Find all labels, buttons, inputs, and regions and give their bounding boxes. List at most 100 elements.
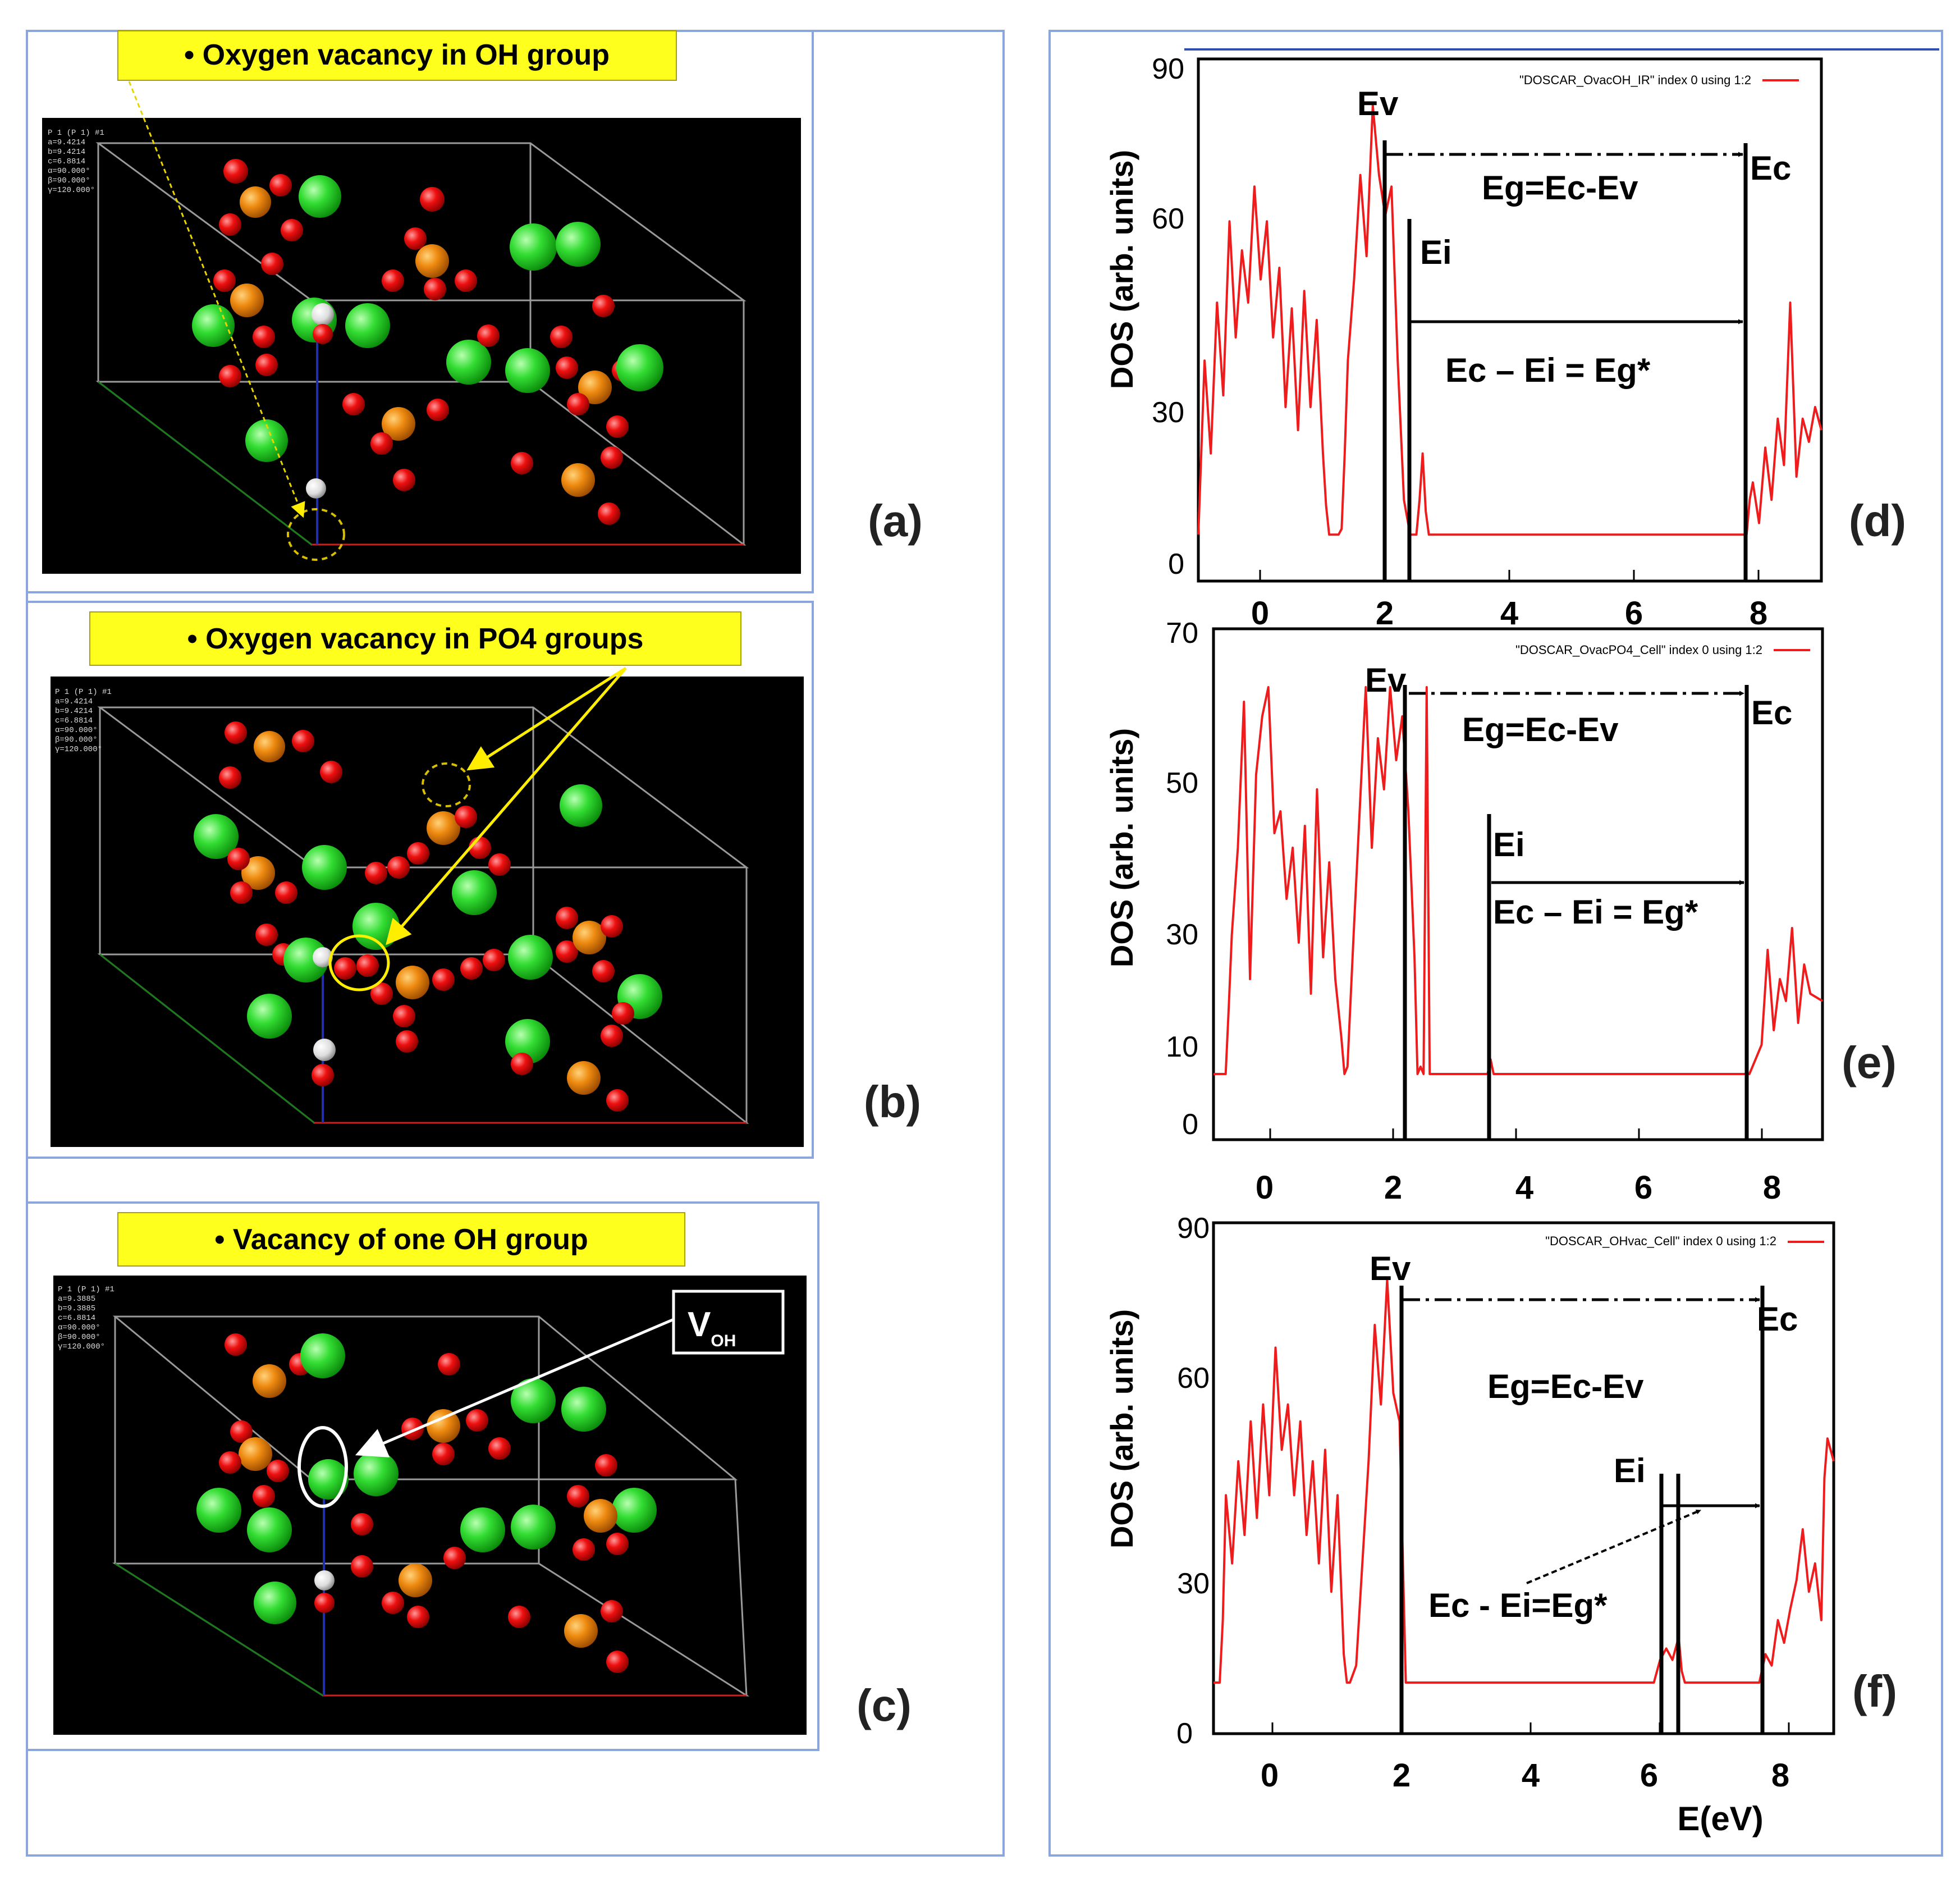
- chlorine-atom: [283, 938, 328, 982]
- y-tick-labels-f: 0 30 60 90: [1176, 1212, 1210, 1750]
- chlorine-atom: [508, 935, 553, 980]
- oxygen-atom: [550, 326, 573, 348]
- hydrogen-atom: [313, 947, 333, 967]
- oxygen-atom: [556, 357, 578, 379]
- oxygen-atom: [281, 219, 303, 241]
- oxygen-atom: [213, 269, 236, 292]
- oxygen-atom: [556, 907, 578, 929]
- oxygen-atom: [606, 1089, 629, 1112]
- ei-label-e: Ei: [1493, 826, 1525, 863]
- ei-label-d: Ei: [1420, 234, 1452, 271]
- oxygen-atom: [567, 393, 589, 415]
- eg-label-d: Eg=Ec-Ev: [1482, 169, 1638, 207]
- oxygen-atom: [292, 730, 314, 752]
- ec-label-f: Ec: [1757, 1300, 1798, 1338]
- cell-header-b: P 1 (P 1) #1 a=9.4214 b=9.4214 c=6.8814 …: [55, 688, 116, 754]
- phosphorus-atom: [567, 1061, 601, 1095]
- structure-view-b: [51, 677, 804, 1147]
- panel-letter-a: (a): [868, 496, 923, 546]
- vacancy-marker-b2: [328, 934, 390, 991]
- callout-box-c: [117, 1212, 685, 1267]
- oxygen-atom: [595, 1454, 617, 1477]
- x-tick-label-0: 0: [1251, 595, 1269, 632]
- legend-text-d: "DOSCAR_OvacOH_IR" index 0 using 1:2: [1519, 73, 1751, 87]
- vacancy-marker-a: [287, 508, 345, 561]
- chlorine-atom: [300, 1333, 345, 1378]
- phosphorus-atom: [573, 921, 606, 954]
- phosphorus-atom: [427, 1409, 460, 1443]
- y-tick-label-0: 0: [1182, 1108, 1198, 1141]
- x-tick-label-0: 0: [1261, 1757, 1279, 1794]
- ev-label-e: Ev: [1365, 661, 1407, 699]
- phosphorus-atom: [561, 463, 595, 497]
- oxygen-atom: [370, 432, 393, 455]
- y-tick-label-90: 90: [1177, 1212, 1210, 1245]
- oxygen-atom: [420, 187, 445, 212]
- hydrogen-atom: [306, 478, 326, 499]
- chlorine-atom: [460, 1507, 505, 1552]
- voh-label: VOH: [688, 1305, 736, 1350]
- oxygen-atom: [427, 399, 449, 421]
- chlorine-atom: [247, 1507, 292, 1552]
- x-tick-labels-e: 0 2 4 6 8: [1256, 1169, 1781, 1206]
- chlorine-atom: [352, 903, 400, 950]
- dos-chart-e: 0 2 4 6 8 0 10 30 50 70 DOS (arb. units)…: [1104, 617, 1897, 1206]
- phosphorus-atom: [239, 1437, 272, 1471]
- panel-letter-d: (d): [1849, 496, 1906, 546]
- atoms-b: [194, 721, 662, 1112]
- y-tick-label-70: 70: [1166, 617, 1198, 650]
- oxygen-atom: [396, 1030, 418, 1053]
- phosphorus-atom: [253, 1364, 286, 1398]
- x-tick-label-8: 8: [1771, 1757, 1789, 1794]
- ev-label-d: Ev: [1357, 85, 1399, 122]
- chlorine-atom: [247, 994, 292, 1039]
- hydrogen-atom: [314, 1570, 335, 1591]
- y-tick-labels-d: 0 30 60 90: [1152, 53, 1184, 581]
- callout-arrow-b2: [386, 667, 627, 945]
- oxygen-atom: [356, 954, 379, 977]
- x-tick-label-0: 0: [1256, 1169, 1274, 1206]
- oxygen-atom: [556, 940, 578, 963]
- chlorine-atom: [452, 870, 497, 915]
- plot-frame-f: [1212, 1221, 1835, 1735]
- oxygen-atom: [255, 354, 278, 376]
- axis-b-line-b: [99, 953, 315, 1124]
- callout-text-a: • Oxygen vacancy in OH group: [184, 39, 610, 71]
- chlorine-atom: [196, 1488, 241, 1533]
- oxygen-atom: [365, 862, 387, 884]
- dos-curve-e: [1213, 686, 1824, 1075]
- eg-label-f: Eg=Ec-Ev: [1487, 1368, 1644, 1405]
- oxygen-atom: [508, 1606, 530, 1628]
- phosphorus-atom: [230, 284, 264, 317]
- oxygen-atom: [432, 1443, 455, 1465]
- panel-letter-b: (b): [864, 1077, 921, 1127]
- chlorine-atom: [194, 814, 239, 859]
- chlorine-atom: [302, 845, 347, 890]
- oxygen-atom: [601, 446, 623, 469]
- oxygen-atom: [443, 1547, 466, 1569]
- oxygen-atom: [606, 1651, 629, 1673]
- x-tick-label-2: 2: [1393, 1757, 1411, 1794]
- x-tick-label-2: 2: [1376, 595, 1394, 632]
- oxygen-atom: [601, 1025, 623, 1047]
- y-tick-label-30: 30: [1166, 918, 1198, 951]
- y-axis-label-d: DOS (arb. units): [1104, 150, 1139, 389]
- chlorine-atom: [505, 1019, 550, 1064]
- chlorine-atom: [354, 1451, 399, 1496]
- x-tick-label-8: 8: [1750, 595, 1767, 632]
- voh-label-box: [672, 1290, 785, 1355]
- oxygen-atom: [225, 721, 247, 744]
- oxygen-atom: [230, 881, 253, 904]
- oxygen-atom: [261, 253, 283, 275]
- oxygen-atom: [488, 853, 511, 876]
- phosphorus-atom: [240, 186, 271, 218]
- chlorine-atom: [254, 1582, 296, 1624]
- egstar-pointer-f: [1526, 1509, 1701, 1584]
- legend-text-f: "DOSCAR_OHvac_Cell" index 0 using 1:2: [1545, 1234, 1776, 1248]
- x-tick-label-6: 6: [1625, 595, 1643, 632]
- cell-header-a: P 1 (P 1) #1 a=9.4214 b=9.4214 c=6.8814 …: [48, 129, 109, 195]
- axis-b-line-a: [98, 381, 312, 546]
- y-tick-label-50: 50: [1166, 767, 1198, 799]
- right-outer-frame: [1048, 30, 1943, 1857]
